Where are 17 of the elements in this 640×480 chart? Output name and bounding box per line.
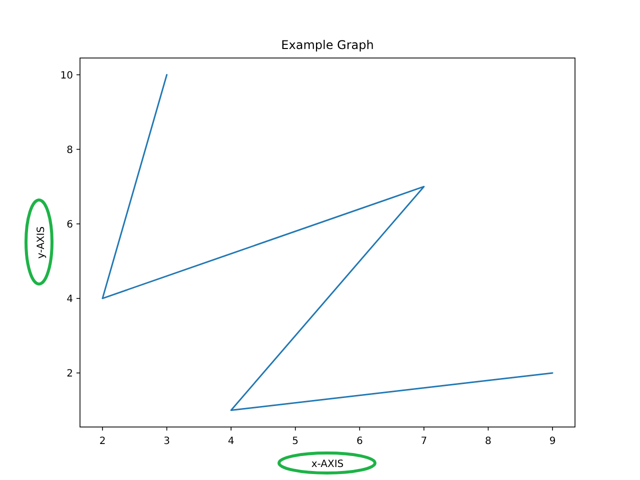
line-series bbox=[102, 74, 554, 411]
x-axis-title: x-AXIS bbox=[311, 459, 344, 470]
y-tick-label: 4 bbox=[66, 294, 73, 305]
y-tick-label: 2 bbox=[66, 368, 73, 380]
x-tick-label: 4 bbox=[228, 436, 234, 447]
x-tick-label: 5 bbox=[292, 436, 299, 447]
y-axis-title: y-AXIS bbox=[36, 226, 47, 259]
y-tick-label: 8 bbox=[66, 144, 73, 156]
x-tick-label: 6 bbox=[356, 436, 363, 447]
y-tick-label: 6 bbox=[66, 219, 73, 230]
x-tick-label: 7 bbox=[420, 436, 428, 447]
x-tick-label: 3 bbox=[164, 436, 170, 447]
chart-title: Example Graph bbox=[281, 38, 374, 52]
x-tick-label: 2 bbox=[99, 436, 106, 447]
x-tick-label: 9 bbox=[549, 436, 556, 447]
y-tick-label: 10 bbox=[60, 70, 73, 82]
x-tick-label: 8 bbox=[485, 436, 492, 447]
